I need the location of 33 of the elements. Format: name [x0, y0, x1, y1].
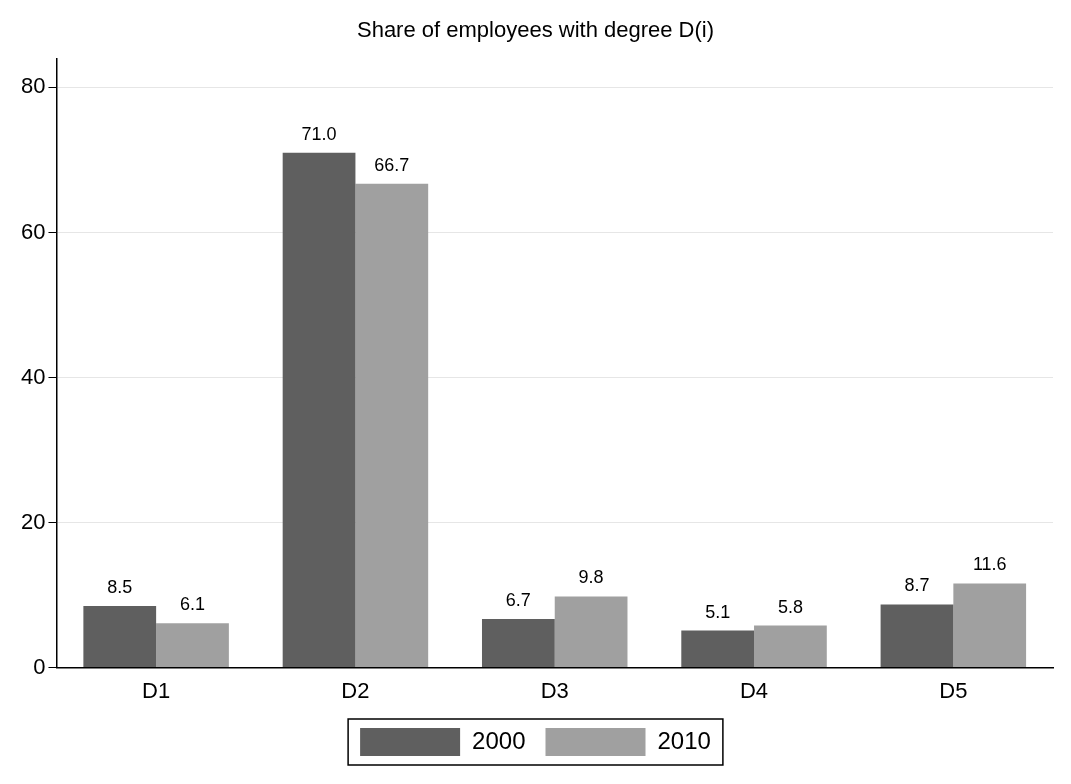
data-label: 8.7 — [904, 575, 930, 596]
x-tick-label: D4 — [739, 677, 769, 703]
bar — [156, 623, 229, 668]
legend-label: 2000 — [472, 726, 526, 754]
legend-label: 2010 — [657, 726, 711, 754]
bar — [754, 625, 827, 668]
bar — [83, 605, 157, 668]
y-tick-label: 0 — [33, 653, 46, 679]
bar — [554, 596, 628, 668]
y-tick-label: 80 — [20, 73, 46, 99]
chart-title: Share of employees with degree D(i) — [356, 17, 715, 43]
data-label: 11.6 — [972, 554, 1007, 575]
x-tick-label: D2 — [341, 677, 370, 703]
data-label: 5.8 — [777, 596, 803, 617]
x-tick-label: D1 — [142, 677, 171, 703]
data-label: 8.5 — [107, 576, 133, 597]
y-tick-label: 40 — [20, 363, 46, 389]
data-label: 71.0 — [301, 123, 337, 144]
data-label: 9.8 — [578, 567, 604, 588]
x-tick-label: D5 — [939, 677, 968, 703]
x-tick-label: D3 — [540, 677, 569, 703]
bar — [953, 583, 1027, 668]
y-tick-label: 20 — [20, 508, 46, 534]
bar — [355, 183, 429, 668]
data-label: 6.7 — [505, 589, 531, 610]
y-tick-label: 60 — [20, 218, 46, 244]
bar — [681, 630, 755, 668]
bar — [481, 619, 555, 668]
bar — [282, 152, 356, 668]
data-label: 5.1 — [705, 601, 731, 622]
data-label: 66.7 — [374, 154, 410, 175]
data-label: 6.1 — [179, 594, 206, 615]
bar — [880, 604, 954, 668]
